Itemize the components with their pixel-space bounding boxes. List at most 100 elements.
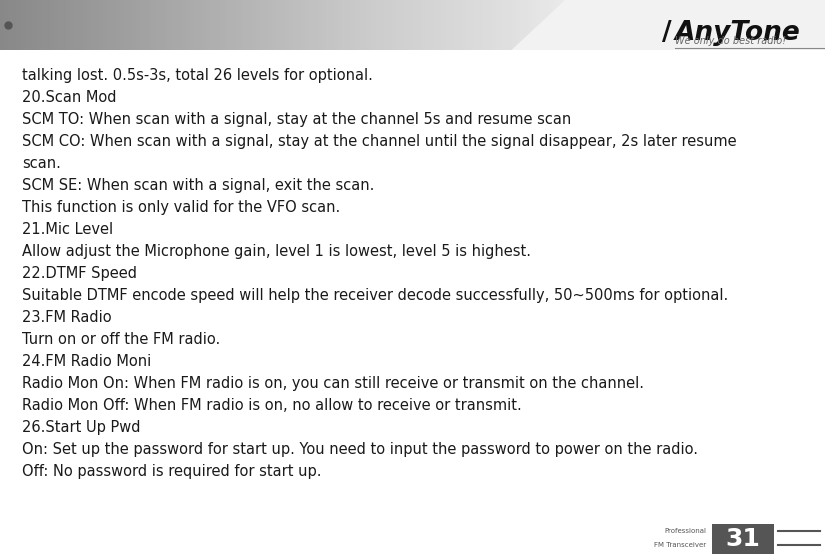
Bar: [103, 0, 107, 50]
Bar: [95, 0, 99, 50]
Bar: [689, 0, 693, 50]
Text: 26.Start Up Pwd: 26.Start Up Pwd: [22, 420, 140, 435]
Bar: [516, 0, 520, 50]
Bar: [763, 0, 767, 50]
Bar: [454, 0, 458, 50]
Bar: [553, 0, 557, 50]
Bar: [128, 0, 132, 50]
Bar: [594, 0, 598, 50]
Bar: [355, 0, 359, 50]
Bar: [755, 0, 759, 50]
Bar: [186, 0, 190, 50]
Bar: [264, 0, 268, 50]
Bar: [771, 0, 775, 50]
Bar: [619, 0, 623, 50]
Bar: [726, 0, 730, 50]
Bar: [408, 0, 412, 50]
Bar: [792, 0, 796, 50]
Bar: [82, 0, 87, 50]
Bar: [12, 0, 16, 50]
Bar: [697, 0, 701, 50]
Bar: [120, 0, 124, 50]
Bar: [202, 0, 206, 50]
Bar: [557, 0, 561, 50]
Bar: [206, 0, 210, 50]
Bar: [384, 0, 388, 50]
Text: AnyTone: AnyTone: [675, 20, 801, 46]
Text: talking lost. 0.5s-3s, total 26 levels for optional.: talking lost. 0.5s-3s, total 26 levels f…: [22, 68, 373, 83]
Bar: [50, 0, 54, 50]
Bar: [318, 0, 322, 50]
Bar: [16, 0, 21, 50]
Text: Suitable DTMF encode speed will help the receiver decode successfully, 50~500ms : Suitable DTMF encode speed will help the…: [22, 288, 728, 303]
Bar: [446, 0, 450, 50]
Bar: [730, 0, 734, 50]
Bar: [578, 0, 582, 50]
Bar: [648, 0, 652, 50]
Bar: [58, 0, 62, 50]
Bar: [569, 0, 573, 50]
Bar: [375, 0, 380, 50]
Bar: [29, 0, 33, 50]
Bar: [297, 0, 301, 50]
Bar: [243, 0, 248, 50]
Bar: [400, 0, 404, 50]
Bar: [606, 0, 610, 50]
Bar: [685, 0, 689, 50]
Bar: [367, 0, 371, 50]
Bar: [124, 0, 128, 50]
Bar: [676, 0, 681, 50]
Bar: [161, 0, 165, 50]
Text: 24.FM Radio Moni: 24.FM Radio Moni: [22, 354, 151, 369]
Bar: [759, 0, 763, 50]
Bar: [780, 0, 784, 50]
Bar: [710, 0, 714, 50]
Bar: [380, 0, 384, 50]
Bar: [487, 0, 491, 50]
Bar: [214, 0, 219, 50]
Text: On: Set up the password for start up. You need to input the password to power on: On: Set up the password for start up. Yo…: [22, 442, 698, 457]
Bar: [660, 0, 664, 50]
Text: 23.FM Radio: 23.FM Radio: [22, 310, 111, 325]
Bar: [359, 0, 363, 50]
Bar: [148, 0, 153, 50]
Bar: [314, 0, 318, 50]
Bar: [256, 0, 260, 50]
Polygon shape: [512, 0, 825, 50]
Bar: [326, 0, 330, 50]
Text: Radio Mon Off: When FM radio is on, no allow to receive or transmit.: Radio Mon Off: When FM radio is on, no a…: [22, 398, 521, 413]
Bar: [396, 0, 400, 50]
Bar: [821, 0, 825, 50]
Bar: [598, 0, 602, 50]
Text: 20.Scan Mod: 20.Scan Mod: [22, 90, 116, 105]
Text: Allow adjust the Microphone gain, level 1 is lowest, level 5 is highest.: Allow adjust the Microphone gain, level …: [22, 244, 531, 259]
Bar: [342, 0, 346, 50]
Bar: [462, 0, 466, 50]
Bar: [582, 0, 586, 50]
Text: 31: 31: [725, 527, 761, 551]
Text: Off: No password is required for start up.: Off: No password is required for start u…: [22, 464, 322, 479]
Bar: [111, 0, 116, 50]
Text: 22.DTMF Speed: 22.DTMF Speed: [22, 266, 137, 281]
Bar: [491, 0, 495, 50]
Bar: [248, 0, 252, 50]
Bar: [429, 0, 433, 50]
Bar: [512, 0, 516, 50]
Bar: [78, 0, 82, 50]
Bar: [590, 0, 594, 50]
Text: FM Transceiver: FM Transceiver: [654, 542, 706, 548]
Bar: [74, 0, 78, 50]
Bar: [239, 0, 243, 50]
Bar: [644, 0, 648, 50]
Bar: [116, 0, 120, 50]
Bar: [701, 0, 705, 50]
Bar: [536, 0, 540, 50]
Bar: [623, 0, 627, 50]
Bar: [681, 0, 685, 50]
Bar: [433, 0, 437, 50]
Bar: [25, 0, 29, 50]
Bar: [351, 0, 355, 50]
Bar: [107, 0, 111, 50]
Bar: [751, 0, 755, 50]
Bar: [734, 0, 738, 50]
